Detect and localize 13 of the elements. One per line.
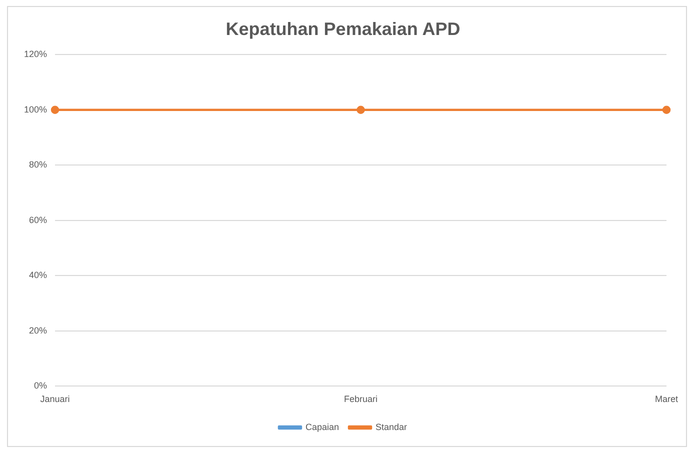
x-tick-label: Januari: [40, 394, 70, 404]
x-tick-label: Maret: [654, 394, 678, 404]
y-tick-label: 120%: [24, 49, 48, 60]
legend-label: Standar: [376, 422, 408, 432]
y-tick-label: 80%: [29, 160, 48, 170]
y-tick-label: 0%: [34, 380, 48, 391]
chart-title: Kepatuhan Pemakaian APD: [226, 18, 460, 39]
y-tick-label: 60%: [29, 214, 48, 225]
y-tick-label: 100%: [24, 104, 48, 114]
legend-label: Capaian: [305, 422, 340, 432]
y-tick-label: 40%: [29, 270, 48, 280]
x-tick-label: Februari: [344, 394, 378, 404]
y-tick-label: 20%: [29, 325, 48, 336]
